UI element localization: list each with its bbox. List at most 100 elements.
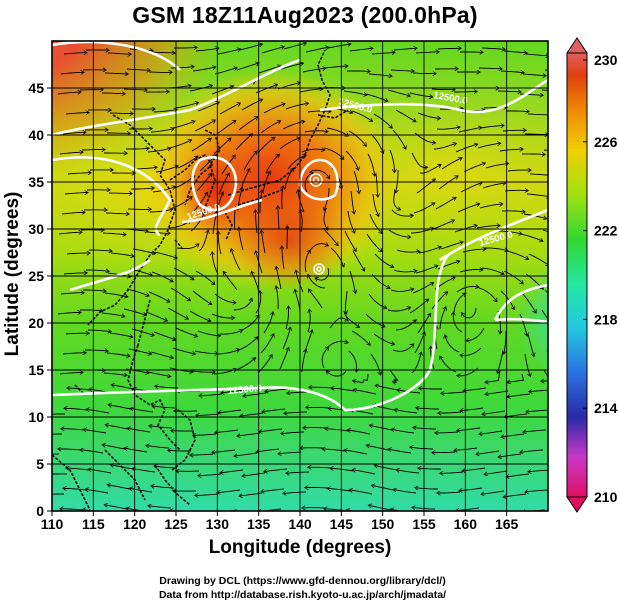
- wind-vector: [52, 473, 68, 475]
- wind-vector: [126, 69, 149, 70]
- wind-vector: [147, 148, 170, 153]
- wind-vector: [349, 48, 372, 52]
- wind-vector: [431, 292, 447, 310]
- wind-vector: [196, 174, 211, 192]
- wind-vector: [195, 270, 214, 284]
- height-contours: [52, 41, 548, 412]
- wind-vector: [433, 452, 456, 453]
- wind-vector: [501, 211, 524, 212]
- wind-vector: [87, 409, 110, 414]
- wind-vector: [365, 93, 387, 101]
- wind-vector: [52, 453, 60, 455]
- wind-vector: [327, 44, 350, 49]
- wind-vector: [541, 89, 548, 91]
- wind-vector: [485, 164, 508, 169]
- wind-vector: [438, 492, 461, 493]
- wind-vector: [507, 473, 530, 477]
- wind-vector: [112, 385, 135, 390]
- colorbar-ticks: 230 226 222 218 214 210: [583, 52, 618, 505]
- wind-vector: [52, 413, 65, 415]
- wind-vector: [502, 433, 525, 437]
- wind-vector: [62, 429, 85, 430]
- wind-vector: [86, 270, 108, 271]
- wind-vector: [522, 74, 545, 76]
- wind-vector: [328, 489, 351, 492]
- wind-vector: [307, 111, 330, 112]
- wind-vector: [285, 307, 289, 330]
- wind-vector: [243, 472, 266, 476]
- wind-vector: [126, 288, 148, 296]
- wind-vector: [108, 485, 131, 490]
- wind-vector: [285, 412, 308, 413]
- wind-vector: [168, 221, 190, 229]
- wind-vector: [198, 231, 208, 252]
- wind-vector: [497, 91, 520, 92]
- wind-vector: [410, 228, 433, 234]
- wind-vector: [106, 352, 129, 356]
- wind-vector: [104, 292, 127, 297]
- y-axis-label: Latitude (degrees): [2, 191, 23, 357]
- wind-vector: [460, 487, 483, 491]
- wind-vector: [285, 103, 308, 110]
- wind-vector: [191, 371, 214, 372]
- wind-vector: [257, 138, 274, 154]
- wind-vector: [60, 293, 83, 294]
- wind-vector: [52, 433, 62, 435]
- wind-vector: [480, 430, 503, 434]
- y-axis-ticks: 0 5 10 15 20 25 30 35 40 45: [28, 80, 52, 519]
- wind-vector: [197, 102, 219, 112]
- wind-vector: [257, 448, 280, 452]
- wind-vector: [455, 144, 477, 153]
- wind-vector: [219, 409, 242, 413]
- graticule: [52, 41, 548, 511]
- wind-vector: [175, 103, 198, 109]
- wind-vector: [59, 449, 82, 450]
- wind-vector: [331, 468, 354, 472]
- wind-vector: [529, 173, 548, 176]
- wind-vector: [415, 266, 437, 274]
- wind-vector: [373, 333, 394, 344]
- wind-vector: [414, 428, 437, 430]
- wind-vector: [483, 410, 506, 414]
- wind-vector: [305, 47, 328, 53]
- wind-vector: [123, 89, 146, 90]
- wind-vector: [101, 93, 124, 94]
- wind-vector: [66, 253, 89, 254]
- wind-vector: [324, 66, 347, 69]
- wind-vector: [262, 488, 285, 492]
- wind-vector: [174, 48, 196, 49]
- colorbar-tick-label: 222: [594, 223, 618, 239]
- colorbar-tick-label: 226: [594, 134, 618, 150]
- wind-vector: [105, 213, 128, 214]
- wind-vector: [174, 176, 194, 189]
- wind-vector: [282, 247, 285, 270]
- wind-vector: [172, 121, 194, 129]
- x-tick-label: 120: [123, 516, 147, 532]
- wind-vector: [217, 49, 240, 55]
- wind-vector: [235, 134, 252, 151]
- wind-vector: [504, 331, 506, 353]
- wind-vector: [411, 152, 427, 168]
- wind-vector: [348, 430, 371, 435]
- wind-vector: [282, 328, 290, 350]
- wind-vector: [350, 190, 354, 213]
- wind-vector: [89, 469, 112, 474]
- wind-vector: [211, 313, 234, 318]
- wind-vector: [62, 132, 85, 134]
- wind-vector: [167, 307, 188, 319]
- wind-vector: [415, 52, 438, 53]
- wind-vector: [326, 429, 349, 432]
- wind-vector: [304, 331, 312, 353]
- wind-vector: [479, 204, 502, 209]
- wind-vector: [261, 47, 284, 54]
- wind-vector: [169, 450, 191, 451]
- wind-vector: [287, 472, 310, 473]
- wind-vector: [435, 198, 455, 210]
- wind-vector: [213, 449, 236, 452]
- wind-vector: [216, 350, 239, 355]
- wind-vector: [508, 393, 531, 397]
- wind-vector: [194, 120, 215, 132]
- wind-vector: [369, 213, 382, 233]
- wind-vector: [189, 86, 212, 92]
